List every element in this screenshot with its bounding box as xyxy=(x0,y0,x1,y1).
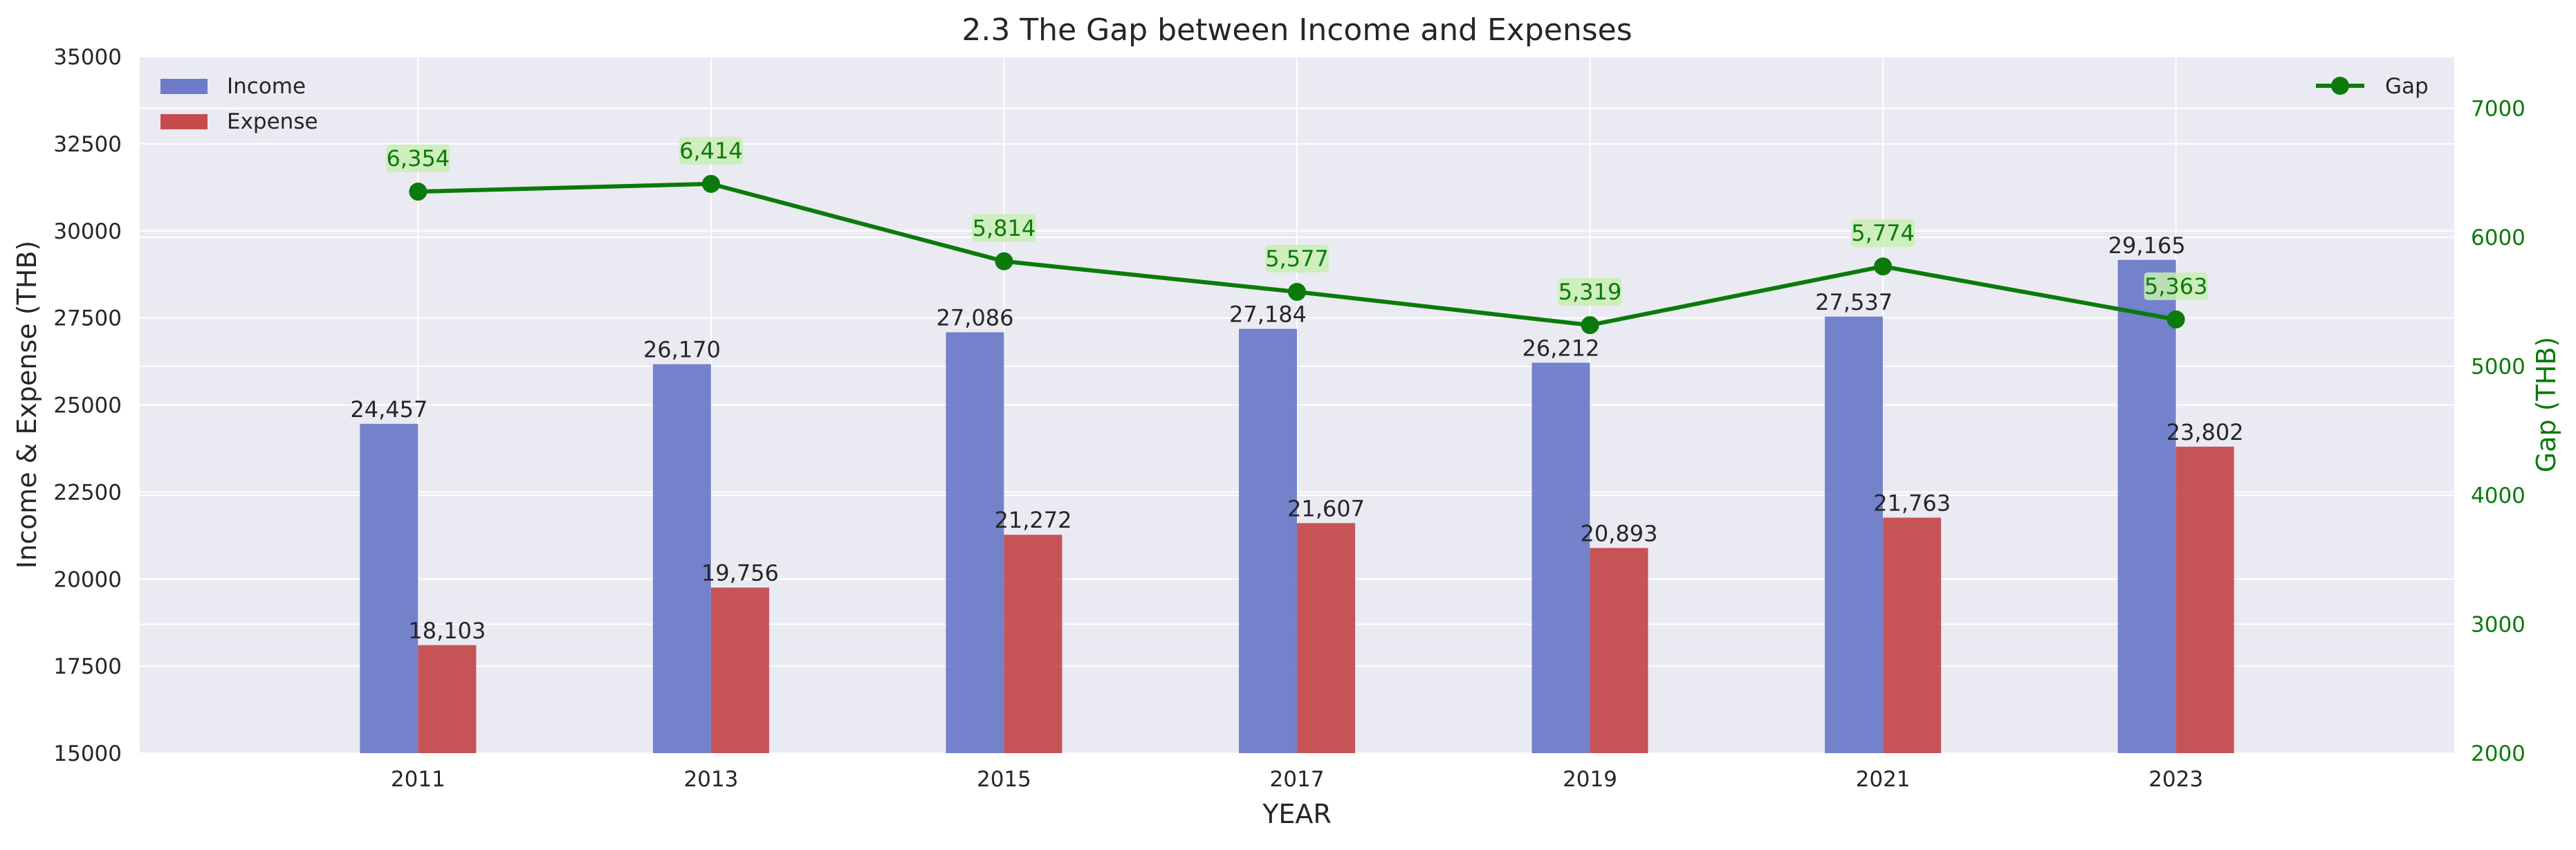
income-value-label: 27,184 xyxy=(1229,302,1307,328)
expense-bar xyxy=(1590,548,1648,753)
y2-axis-label: Gap (THB) xyxy=(2531,337,2561,472)
gap-value-label: 5,814 xyxy=(973,215,1036,241)
income-value-label: 27,537 xyxy=(1815,289,1893,315)
y-tick-label: 27500 xyxy=(53,306,122,331)
expense-value-label: 23,802 xyxy=(2166,419,2244,445)
y-tick-label: 17500 xyxy=(53,654,122,679)
gap-value-label: 6,354 xyxy=(387,145,450,172)
legend-income-swatch xyxy=(160,79,208,94)
expense-bar xyxy=(2175,446,2234,753)
expense-bar xyxy=(1883,517,1942,753)
expense-value-label: 21,272 xyxy=(994,507,1071,533)
expense-value-label: 19,756 xyxy=(701,560,779,586)
y-tick-label: 30000 xyxy=(53,219,122,244)
y-tick-label: 32500 xyxy=(53,132,122,157)
axes: 15000 17500 20000 22500 25000 27500 30000 32500… xyxy=(53,45,2526,792)
x-tick-label: 2015 xyxy=(977,767,1031,792)
income-bar xyxy=(2117,259,2176,753)
gap-value-label: 5,363 xyxy=(2144,273,2208,299)
legend-right: Gap xyxy=(2316,74,2429,99)
income-value-label: 29,165 xyxy=(2108,232,2186,259)
income-bar xyxy=(1825,316,1884,753)
x-tick-label: 2019 xyxy=(1563,767,1617,792)
gap-label-box xyxy=(1265,244,1329,272)
bar-labels: 24,457 26,170 27,086 27,184 26,212 27,537 29,1… xyxy=(350,232,2243,644)
x-tick-label: 2013 xyxy=(683,767,738,792)
x-tick-label: 2017 xyxy=(1270,767,1325,792)
legend-left: Income Expense xyxy=(160,74,318,134)
income-bar xyxy=(360,423,418,753)
gap-point xyxy=(1874,257,1893,276)
y-tick-label: 22500 xyxy=(53,480,122,505)
gap-point xyxy=(701,174,720,193)
gap-point xyxy=(2166,310,2185,329)
gap-label-box xyxy=(2144,272,2208,300)
y2-tick-label: 4000 xyxy=(2471,483,2526,508)
x-tick-label: 2011 xyxy=(391,767,445,792)
y-tick-label: 15000 xyxy=(53,741,122,766)
gap-value-label: 6,414 xyxy=(679,138,743,164)
legend-income-label: Income xyxy=(227,74,306,99)
y2-tick-label: 3000 xyxy=(2471,613,2526,638)
y2-tick-label: 2000 xyxy=(2471,741,2526,766)
gap-point xyxy=(409,183,427,201)
income-bar xyxy=(652,364,711,753)
income-bar xyxy=(1239,329,1297,753)
gap-label-box xyxy=(1558,278,1622,306)
x-axis-label: YEAR xyxy=(1262,799,1332,829)
y2-tick-label: 5000 xyxy=(2471,355,2526,380)
gap-label-box xyxy=(386,145,450,173)
expense-bar xyxy=(1297,523,1355,753)
gap-value-label: 5,774 xyxy=(1851,220,1915,246)
y2-tick-label: 6000 xyxy=(2471,225,2526,250)
legend-gap-label: Gap xyxy=(2385,74,2429,99)
y2-tick-label: 7000 xyxy=(2471,97,2526,122)
gap-value-label: 5,319 xyxy=(1558,279,1622,305)
chart-title: 2.3 The Gap between Income and Expenses xyxy=(962,12,1632,48)
gap-point xyxy=(1581,316,1599,335)
income-bar xyxy=(1531,362,1590,753)
y-tick-label: 25000 xyxy=(53,394,122,418)
income-value-label: 26,212 xyxy=(1522,335,1600,361)
legend-expense-label: Expense xyxy=(227,109,318,134)
y-tick-label: 20000 xyxy=(53,567,122,592)
income-value-label: 26,170 xyxy=(643,337,721,363)
gap-point xyxy=(1288,282,1306,301)
expense-value-label: 21,763 xyxy=(1873,490,1951,516)
gap-label-box xyxy=(679,136,743,165)
gap-label-box xyxy=(972,214,1036,242)
gap-line-layer: 6,354 6,414 5,814 5,577 5,319 5,774 5,363 xyxy=(386,136,2208,335)
y-axis-label: Income & Expense (THB) xyxy=(12,241,42,569)
expense-value-label: 18,103 xyxy=(408,618,486,644)
expense-value-label: 20,893 xyxy=(1581,520,1658,546)
expense-bar xyxy=(710,587,769,753)
expense-bar xyxy=(418,645,477,753)
legend-expense-swatch xyxy=(160,114,208,129)
y-tick-label: 35000 xyxy=(53,45,122,70)
income-bar xyxy=(946,332,1004,753)
gap-label-box xyxy=(1851,219,1915,248)
bars xyxy=(360,259,2234,753)
expense-bar xyxy=(1004,535,1062,753)
x-tick-label: 2021 xyxy=(1856,767,1911,792)
x-tick-label: 2023 xyxy=(2149,767,2203,792)
gap-value-label: 5,577 xyxy=(1265,246,1329,272)
legend-gap-marker xyxy=(2331,77,2349,95)
expense-value-label: 21,607 xyxy=(1287,495,1365,521)
gap-point xyxy=(995,252,1013,270)
income-value-label: 27,086 xyxy=(936,304,1013,331)
income-value-label: 24,457 xyxy=(350,396,427,423)
